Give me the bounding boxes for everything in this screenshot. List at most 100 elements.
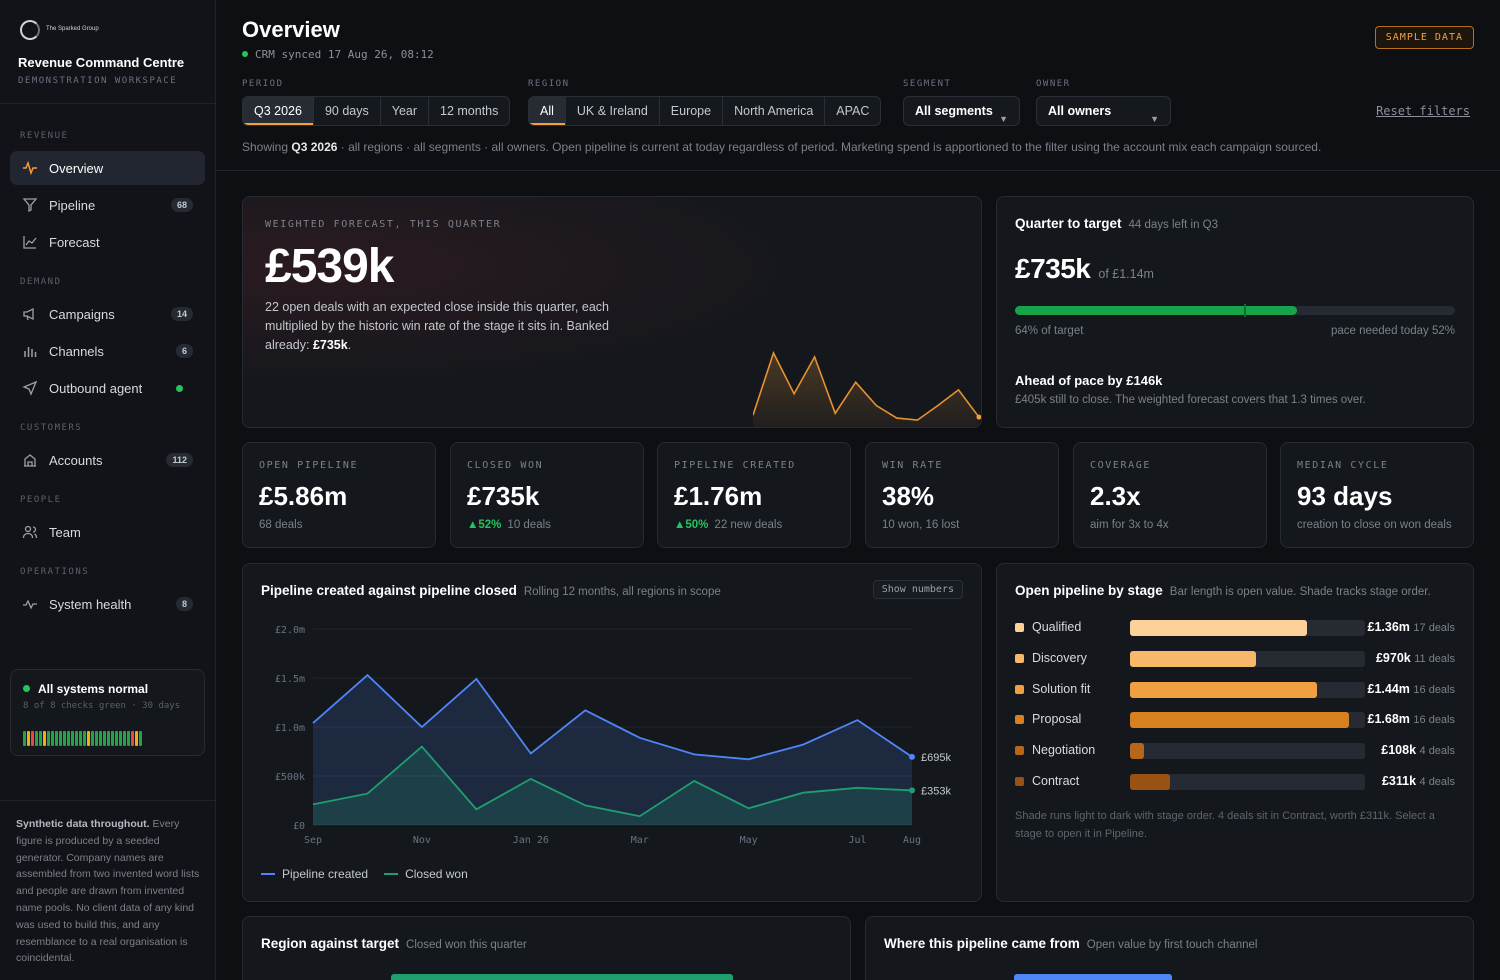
- heartbeat-icon: [22, 596, 38, 612]
- stage-name: Negotiation: [1032, 743, 1096, 758]
- nav-count-badge: 68: [170, 198, 193, 212]
- title-text: Quarter to target: [1015, 216, 1122, 231]
- x-tick-label: Nov: [413, 835, 431, 846]
- divider: [0, 103, 215, 104]
- nav-item-pipeline[interactable]: Pipeline 68: [10, 188, 205, 222]
- stage-row-solution-fit[interactable]: Solution fit £1.44m 16 deals: [1015, 680, 1455, 700]
- nav-section-people: PEOPLE: [20, 495, 62, 505]
- stage-row-proposal[interactable]: Proposal £1.68m 16 deals: [1015, 710, 1455, 730]
- ahead-detail: £405k still to close. The weighted forec…: [1015, 394, 1366, 406]
- legend-label: Closed won: [405, 867, 468, 881]
- segment-dropdown[interactable]: All segments ▼: [903, 96, 1020, 126]
- bar-chart-icon: [22, 343, 38, 359]
- uptime-day-bar: [115, 731, 118, 746]
- uptime-day-bar: [51, 731, 54, 746]
- period-option-year[interactable]: Year: [381, 97, 430, 125]
- stage-swatch: [1015, 777, 1024, 786]
- uptime-day-bar: [111, 731, 114, 746]
- legend-label: Pipeline created: [282, 867, 369, 881]
- status-dot: [23, 685, 30, 692]
- stage-swatch: [1015, 623, 1024, 632]
- card-title: Region against target Closed won this qua…: [261, 936, 527, 951]
- show-numbers-button[interactable]: Show numbers: [872, 580, 963, 599]
- stage-row-qualified[interactable]: Qualified £1.36m 17 deals: [1015, 618, 1455, 638]
- region-option-uk-ireland[interactable]: UK & Ireland: [566, 97, 660, 125]
- uptime-day-bar: [43, 731, 46, 746]
- stage-bar-track: [1130, 743, 1365, 760]
- uptime-day-bar: [63, 731, 66, 746]
- series-end-point: [909, 753, 915, 760]
- stage-amount: £1.44m 16 deals: [1368, 682, 1455, 696]
- status-title: All systems normal: [38, 682, 149, 696]
- region-option-europe[interactable]: Europe: [660, 97, 724, 125]
- segment-value: All segments: [915, 104, 993, 118]
- kpi-value: £5.86m: [259, 481, 348, 511]
- nav-item-outbound-agent[interactable]: Outbound agent: [10, 371, 205, 405]
- nav-item-label: Overview: [49, 160, 104, 176]
- legend-item-closed-won: Closed won: [384, 867, 468, 881]
- y-tick-label: £1.0m: [275, 723, 305, 734]
- nav-item-team[interactable]: Team: [10, 515, 205, 549]
- stage-bar: [1130, 681, 1318, 698]
- nav-item-channels[interactable]: Channels 6: [10, 334, 205, 368]
- nav-count-badge: 112: [166, 453, 193, 467]
- pace-marker: [1243, 304, 1246, 317]
- series-line: [312, 673, 913, 761]
- period-option-12-months[interactable]: 12 months: [440, 104, 499, 118]
- filter-summary: Showing Q3 2026 · all regions · all segm…: [242, 140, 1321, 154]
- stage-amount: £1.68m 16 deals: [1368, 712, 1455, 726]
- stage-row-contract[interactable]: Contract £311k 4 deals: [1015, 772, 1455, 792]
- nav-item-campaigns[interactable]: Campaigns 14: [10, 297, 205, 331]
- nav-item-system-health[interactable]: System health 8: [10, 587, 205, 621]
- kpi-foot-text: 22 new deals: [714, 519, 783, 531]
- x-tick-label: Jul: [849, 835, 867, 846]
- stage-row-negotiation[interactable]: Negotiation £108k 4 deals: [1015, 741, 1455, 761]
- kpi-open-pipeline[interactable]: OPEN PIPELINE £5.86m 68 deals: [242, 442, 436, 548]
- region-option-apac[interactable]: APAC: [836, 104, 870, 118]
- stage-bar: [1130, 743, 1145, 760]
- divider: [0, 800, 215, 801]
- uptime-day-bar: [75, 731, 78, 746]
- kpi-value: £735k: [467, 481, 540, 511]
- uptime-day-bar: [27, 731, 30, 746]
- region-option-north-america[interactable]: North America: [723, 97, 826, 125]
- nav-item-forecast[interactable]: Forecast: [10, 225, 205, 259]
- chevron-down-icon: ▼: [1150, 114, 1159, 124]
- series-end-point: [909, 787, 915, 794]
- nav-count-badge: 14: [170, 307, 193, 321]
- owner-dropdown[interactable]: All owners ▼: [1036, 96, 1171, 126]
- logo-text: The Sparked Group: [46, 26, 99, 32]
- uptime-day-bar: [39, 731, 42, 746]
- stage-row-discovery[interactable]: Discovery £970k 11 deals: [1015, 649, 1455, 669]
- stage-amount: £108k 4 deals: [1381, 743, 1455, 757]
- kpi-pipeline-created[interactable]: PIPELINE CREATED £1.76m ▲50% 22 new deals: [657, 442, 851, 548]
- period-option-90-days[interactable]: 90 days: [314, 97, 381, 125]
- kpi-win-rate[interactable]: WIN RATE 38% 10 won, 16 lost: [865, 442, 1059, 548]
- kpi-closed-won[interactable]: CLOSED WON £735k ▲52% 10 deals: [450, 442, 644, 548]
- summary-period: Q3 2026: [291, 140, 338, 154]
- kpi-label: OPEN PIPELINE: [259, 460, 359, 471]
- stage-bar-track: [1130, 620, 1365, 636]
- nav-item-overview[interactable]: Overview: [10, 151, 205, 185]
- region-option-all[interactable]: All: [529, 97, 566, 125]
- kpi-value: 93 days: [1297, 481, 1393, 511]
- region-target-card: Region against target Closed won this qua…: [242, 916, 851, 980]
- stage-name: Contract: [1032, 774, 1080, 788]
- nav-item-accounts[interactable]: Accounts 112: [10, 443, 205, 477]
- funnel-icon: [22, 197, 38, 213]
- source-bar: [1014, 974, 1172, 980]
- kpi-median-cycle[interactable]: MEDIAN CYCLE 93 days creation to close o…: [1280, 442, 1474, 548]
- stage-amount: £970k 11 deals: [1376, 651, 1455, 665]
- system-status-card[interactable]: All systems normal 8 of 8 checks green ·…: [10, 669, 205, 756]
- reset-filters-link[interactable]: Reset filters: [1376, 104, 1470, 118]
- sync-text: CRM synced 17 Aug 26, 08:12: [255, 48, 434, 61]
- days-left: 44 days left in Q3: [1128, 219, 1219, 231]
- stage-swatch: [1015, 715, 1024, 725]
- stage-value: £1.36m: [1367, 620, 1410, 634]
- kpi-foot-text: 10 deals: [507, 519, 551, 531]
- region-label: REGION: [528, 79, 570, 89]
- nav-item-label: Forecast: [49, 234, 100, 250]
- forecast-sparkline: [753, 350, 981, 427]
- period-option-q3-2026[interactable]: Q3 2026: [243, 97, 314, 125]
- kpi-coverage[interactable]: COVERAGE 2.3x aim for 3x to 4x: [1073, 442, 1267, 548]
